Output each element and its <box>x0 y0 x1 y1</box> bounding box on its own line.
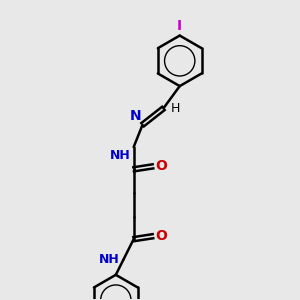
Text: O: O <box>155 229 167 243</box>
Text: I: I <box>177 19 182 33</box>
Text: N: N <box>130 109 141 123</box>
Text: NH: NH <box>99 254 120 266</box>
Text: O: O <box>155 159 167 173</box>
Text: NH: NH <box>110 148 131 161</box>
Text: H: H <box>171 102 180 115</box>
